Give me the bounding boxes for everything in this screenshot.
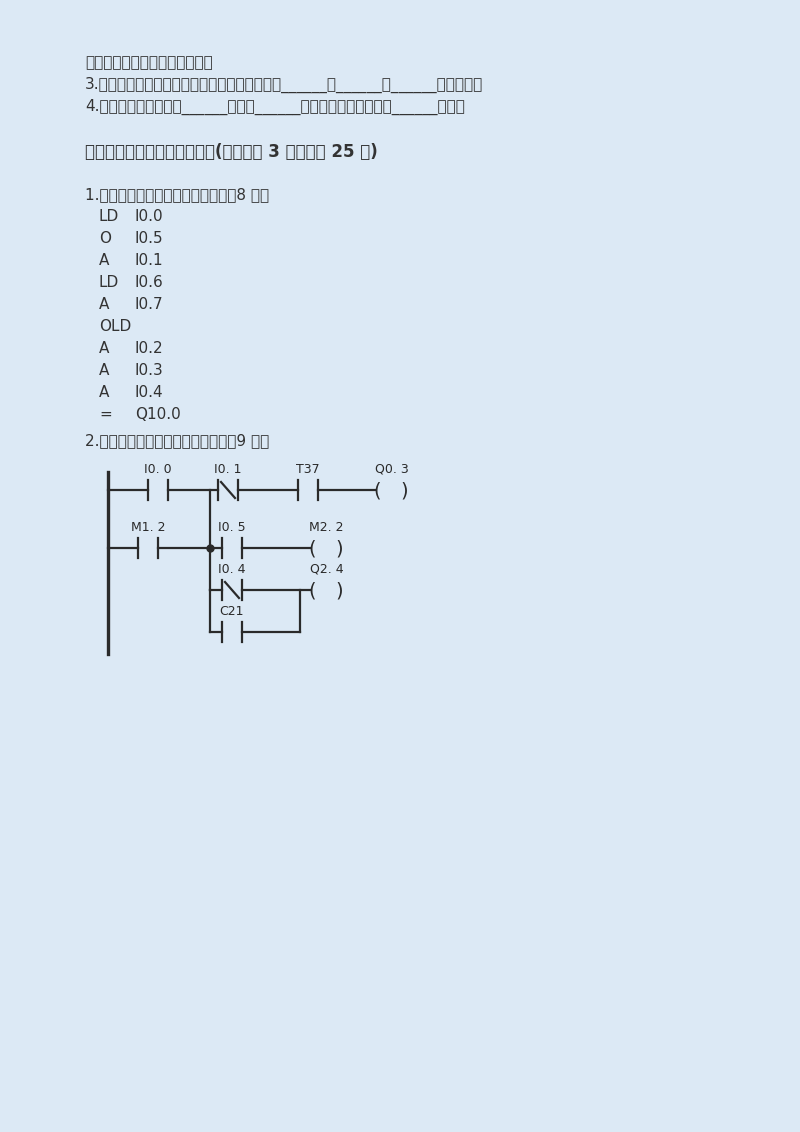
Text: Q0. 3: Q0. 3 xyxy=(374,463,408,475)
Text: T37: T37 xyxy=(296,463,320,475)
Text: LD: LD xyxy=(99,275,119,290)
Text: 1.请将下列语句表转化为梯形图。（8 分）: 1.请将下列语句表转化为梯形图。（8 分） xyxy=(85,187,269,201)
Text: =: = xyxy=(99,408,112,422)
Text: 多个信号，从而增加触点数目。: 多个信号，从而增加触点数目。 xyxy=(85,55,213,70)
Text: I0.7: I0.7 xyxy=(135,297,164,312)
Text: I0.3: I0.3 xyxy=(135,363,164,378)
Text: I0.6: I0.6 xyxy=(135,275,164,290)
Text: I0. 4: I0. 4 xyxy=(218,563,246,576)
Text: I0. 0: I0. 0 xyxy=(144,463,172,475)
Text: 4.比较指令的类型有：______比较、______比较、双字整数比较和______比较。: 4.比较指令的类型有：______比较、______比较、双字整数比较和____… xyxy=(85,98,465,115)
Text: I0.5: I0.5 xyxy=(135,231,164,246)
Text: I0.0: I0.0 xyxy=(135,209,164,224)
Text: I0. 5: I0. 5 xyxy=(218,521,246,534)
Text: ( ): ( ) xyxy=(309,582,344,600)
Text: OLD: OLD xyxy=(99,319,131,334)
Text: I0. 1: I0. 1 xyxy=(214,463,242,475)
Text: A: A xyxy=(99,385,110,400)
Text: ( ): ( ) xyxy=(309,540,344,558)
Text: LD: LD xyxy=(99,209,119,224)
Text: 3.串行通信按信息在设备间的传递方向可分为：______、______、______三种方式。: 3.串行通信按信息在设备间的传递方向可分为：______、______、____… xyxy=(85,77,483,93)
Text: C21: C21 xyxy=(220,604,244,618)
Text: A: A xyxy=(99,363,110,378)
Text: Q2. 4: Q2. 4 xyxy=(310,563,343,576)
Text: I0.1: I0.1 xyxy=(135,252,164,268)
Text: I0.2: I0.2 xyxy=(135,341,164,355)
Text: M1. 2: M1. 2 xyxy=(130,521,166,534)
Text: A: A xyxy=(99,252,110,268)
Text: M2. 2: M2. 2 xyxy=(310,521,344,534)
Text: A: A xyxy=(99,341,110,355)
Text: Q10.0: Q10.0 xyxy=(135,408,181,422)
Text: ( ): ( ) xyxy=(374,481,409,500)
Text: O: O xyxy=(99,231,111,246)
Text: I0.4: I0.4 xyxy=(135,385,164,400)
Text: 三、语句表梯形图相互转换题(本大题共 3 小题，共 25 分): 三、语句表梯形图相互转换题(本大题共 3 小题，共 25 分) xyxy=(85,143,378,161)
Text: 2.请将下列梯形图转化为语句表。（9 分）: 2.请将下列梯形图转化为语句表。（9 分） xyxy=(85,434,270,448)
Text: A: A xyxy=(99,297,110,312)
